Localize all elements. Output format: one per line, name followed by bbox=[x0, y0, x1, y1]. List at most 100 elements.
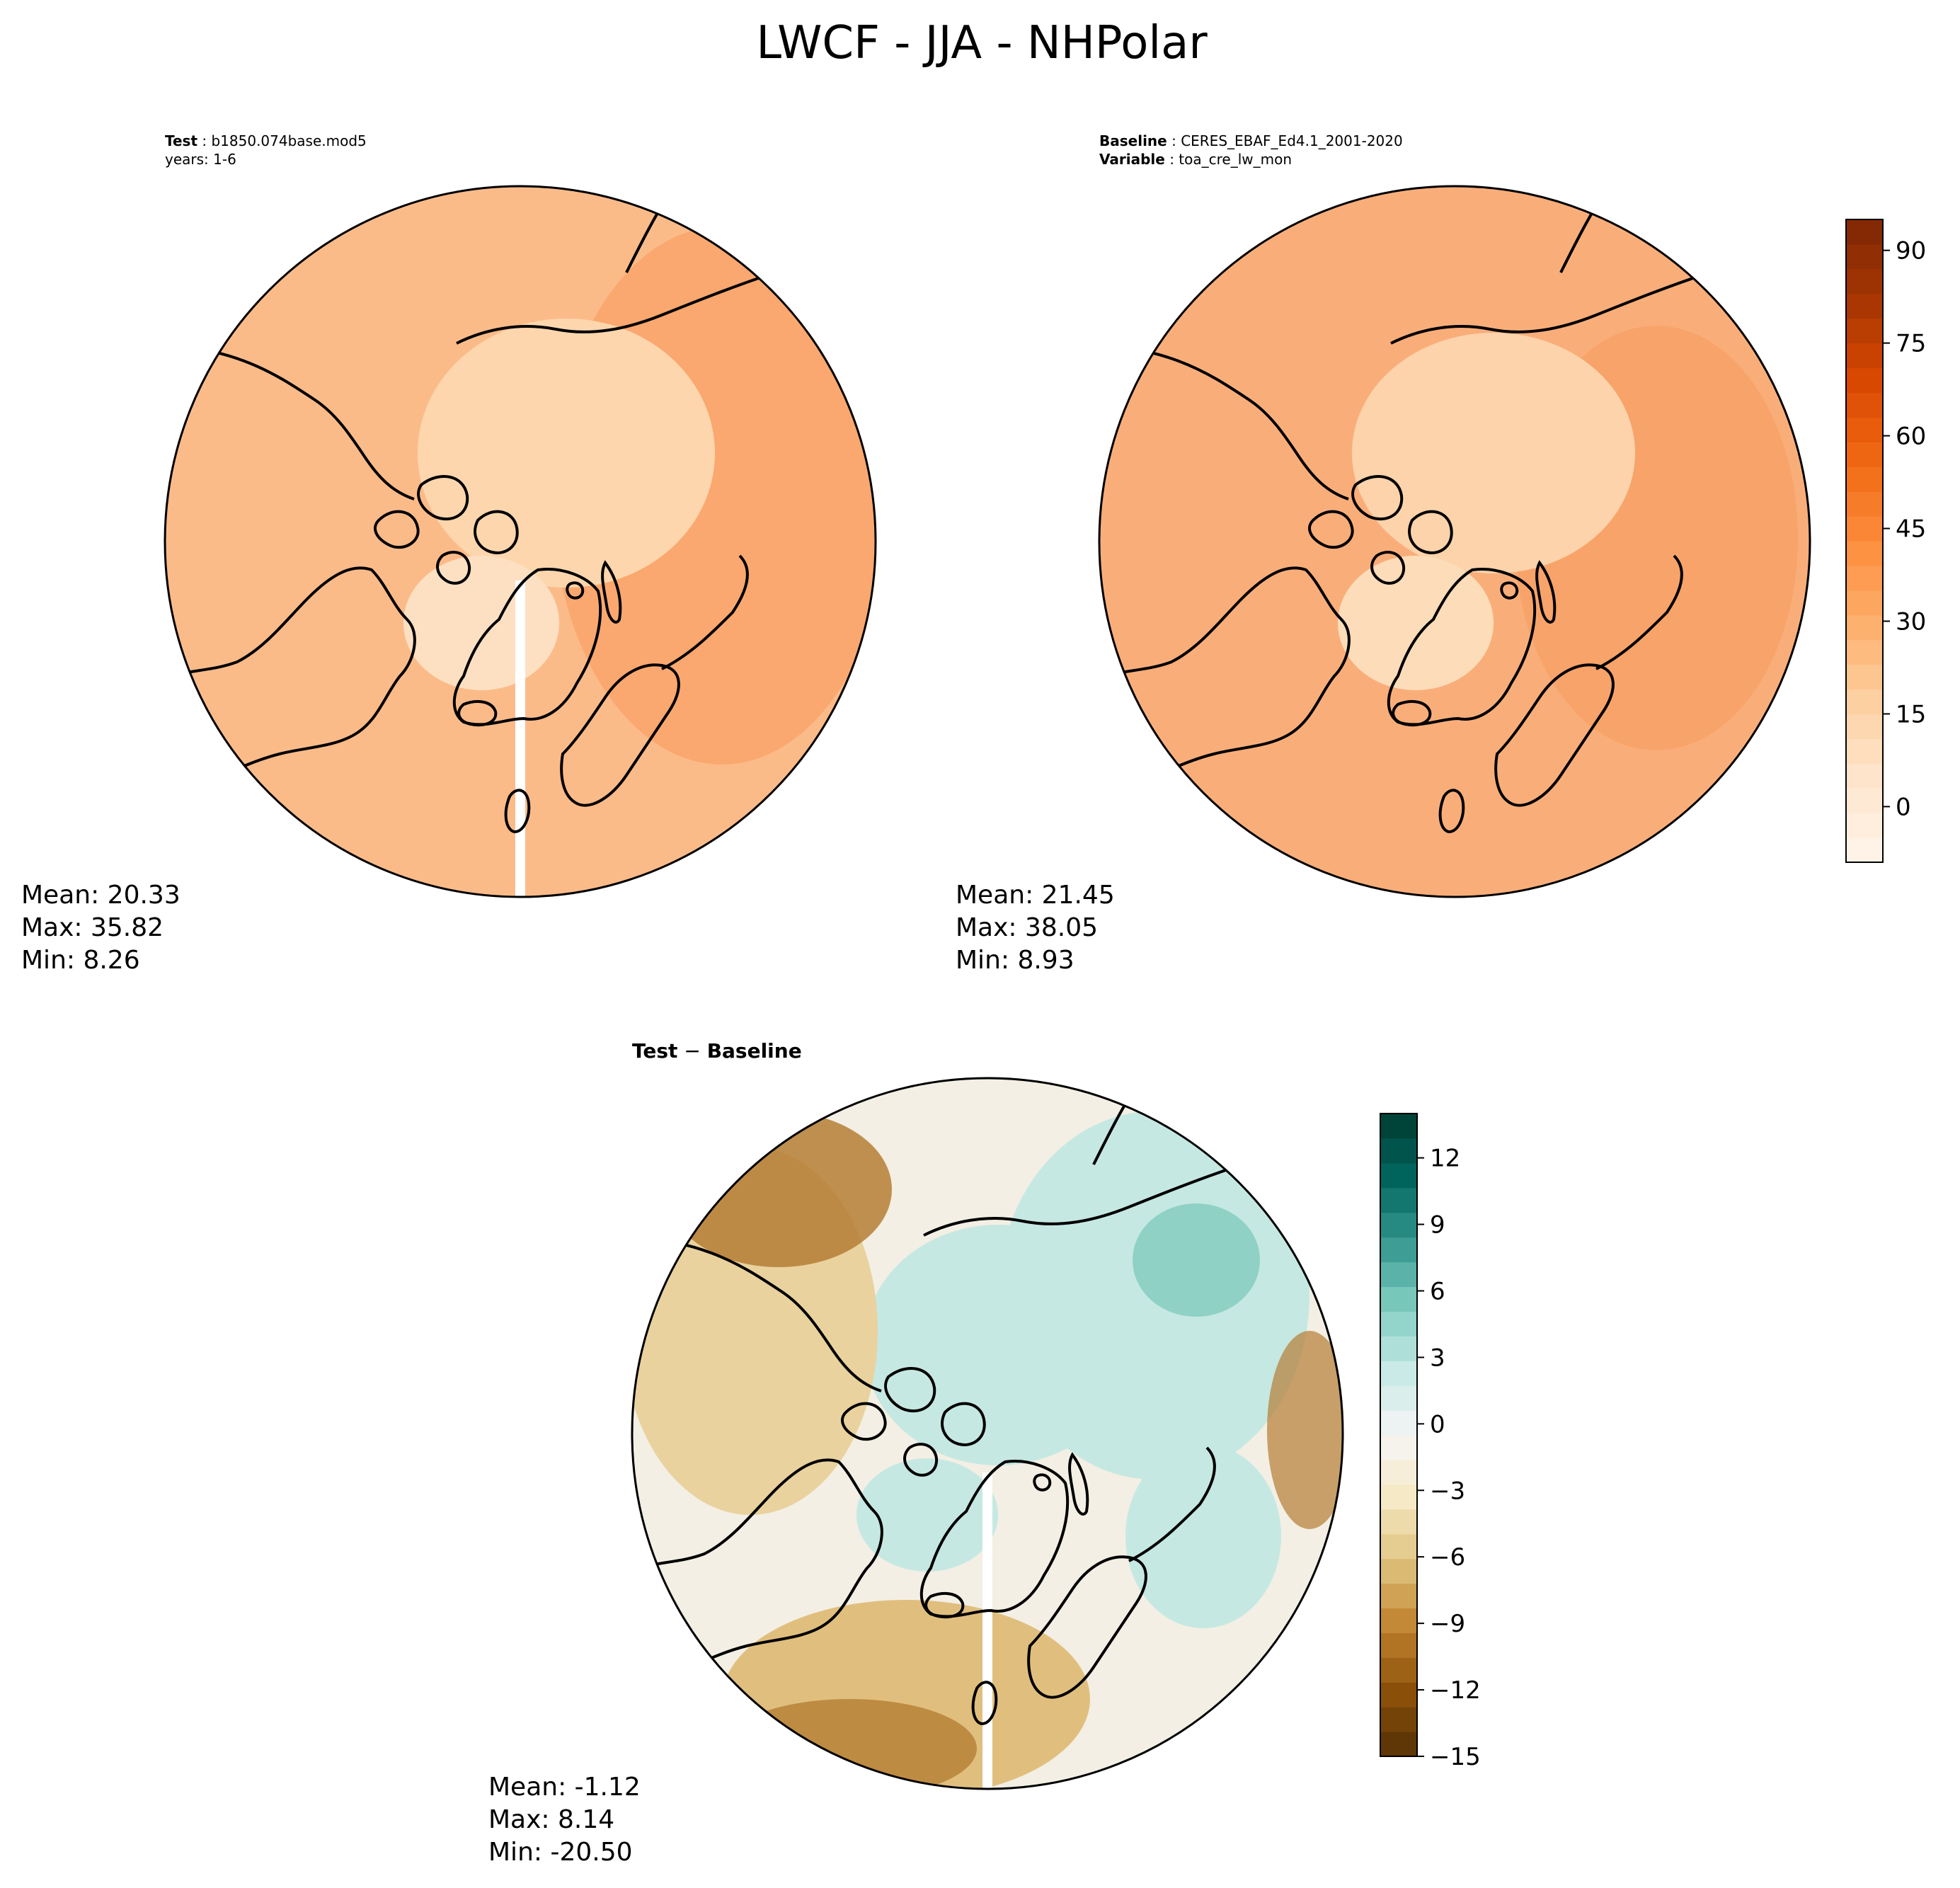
diff-colorbar-segment bbox=[1380, 1533, 1417, 1560]
diff-colorbar: 12 9 6 3 0 −3 −6 −9 −12 −15 bbox=[1380, 1113, 1481, 1771]
main-colorbar-segment bbox=[1846, 763, 1883, 789]
diff-colorbar-segment bbox=[1380, 1138, 1417, 1164]
figure-title: LWCF - JJA - NHPolar bbox=[756, 17, 1208, 69]
main-colorbar-segment bbox=[1846, 565, 1883, 591]
diff-colorbar-segment bbox=[1380, 1608, 1417, 1633]
diff-colorbar-tick-label: −12 bbox=[1430, 1676, 1481, 1705]
diff-colorbar-segment bbox=[1380, 1187, 1417, 1213]
main-colorbar-segment bbox=[1846, 541, 1883, 566]
diff-colorbar-segment bbox=[1380, 1385, 1417, 1411]
diff-map-border bbox=[631, 1077, 1344, 1790]
main-colorbar-segment bbox=[1846, 244, 1883, 270]
main-colorbar-segment bbox=[1846, 343, 1883, 369]
baseline-stat-mean: Mean: 21.45 bbox=[956, 881, 1115, 910]
main-colorbar-segment bbox=[1846, 689, 1883, 715]
test-stat-max: Max: 35.82 bbox=[21, 913, 164, 942]
main-colorbar-segment bbox=[1846, 614, 1883, 641]
main-colorbar-segment bbox=[1846, 219, 1883, 245]
test-data-gap bbox=[515, 580, 525, 897]
test-arctic-field bbox=[418, 319, 715, 588]
main-colorbar: 90 75 60 45 30 15 0 bbox=[1845, 219, 1926, 863]
diff-colorbar-tick-label: −6 bbox=[1430, 1543, 1465, 1572]
diff-colorbar-tick-label: 3 bbox=[1430, 1344, 1445, 1372]
main-colorbar-segment bbox=[1846, 813, 1883, 838]
main-colorbar-tick-label: 0 bbox=[1896, 793, 1911, 821]
diff-colorbar-tick-label: −9 bbox=[1430, 1610, 1465, 1638]
baseline-greenland-field bbox=[1338, 556, 1494, 690]
test-stat-mean: Mean: 20.33 bbox=[21, 881, 180, 910]
diff-stat-min: Min: -20.50 bbox=[488, 1838, 633, 1867]
diff-colorbar-tick-label: 6 bbox=[1430, 1277, 1445, 1305]
diff-colorbar-segment bbox=[1380, 1632, 1417, 1658]
diff-colorbar-segment bbox=[1380, 1509, 1417, 1535]
diff-teal-strong-northeast bbox=[1133, 1203, 1260, 1317]
diff-colorbar-segment bbox=[1380, 1657, 1417, 1683]
diff-colorbar-segment bbox=[1380, 1311, 1417, 1337]
diff-brown-field-northwest bbox=[665, 1111, 892, 1267]
main-colorbar-tick-label: 30 bbox=[1896, 608, 1926, 636]
test-header-line-2: years: 1-6 bbox=[165, 151, 236, 168]
main-colorbar-segment bbox=[1846, 318, 1883, 344]
diff-colorbar-segment bbox=[1380, 1558, 1417, 1584]
diff-teal-field-greenland bbox=[856, 1458, 998, 1572]
diff-colorbar-segment bbox=[1380, 1361, 1417, 1386]
diff-header: Test − Baseline bbox=[632, 1039, 802, 1063]
diff-colorbar-tick-label: 12 bbox=[1430, 1145, 1460, 1173]
diff-colorbar-segment bbox=[1380, 1336, 1417, 1361]
diff-panel: Test − Baseline Mean: -1.12 Max: 8.14 Mi… bbox=[488, 1039, 1344, 1867]
main-colorbar-ticks: 90 75 60 45 30 15 0 bbox=[1883, 237, 1926, 821]
main-colorbar-segment bbox=[1846, 467, 1883, 492]
diff-colorbar-frame bbox=[1380, 1113, 1418, 1757]
main-colorbar-segment bbox=[1846, 788, 1883, 813]
baseline-header-line-2: Variable : toa_cre_lw_mon bbox=[1099, 151, 1292, 168]
diff-colorbar-segment bbox=[1380, 1261, 1417, 1288]
diff-teal-field-east bbox=[1125, 1444, 1281, 1628]
diff-brown-field-east bbox=[1267, 1331, 1343, 1529]
main-colorbar-segment bbox=[1846, 392, 1883, 418]
main-colorbar-tick-label: 60 bbox=[1896, 423, 1926, 451]
diff-colorbar-ticks: 12 9 6 3 0 −3 −6 −9 −12 −15 bbox=[1417, 1145, 1481, 1771]
main-colorbar-segment bbox=[1846, 837, 1883, 863]
diff-colorbar-segment bbox=[1380, 1435, 1417, 1460]
diff-colorbar-segment bbox=[1380, 1212, 1417, 1238]
diff-colorbar-tick-label: 9 bbox=[1430, 1211, 1445, 1240]
test-header-line-1: Test : b1850.074base.mod5 bbox=[165, 132, 367, 149]
diff-colorbar-segment bbox=[1380, 1583, 1417, 1609]
main-colorbar-segment bbox=[1846, 639, 1883, 665]
test-map bbox=[165, 186, 876, 897]
main-colorbar-segment bbox=[1846, 293, 1883, 319]
baseline-stat-min: Min: 8.93 bbox=[956, 946, 1074, 975]
diff-stat-mean: Mean: -1.12 bbox=[488, 1773, 641, 1802]
main-colorbar-segment bbox=[1846, 417, 1883, 442]
main-colorbar-segment bbox=[1846, 590, 1883, 616]
diff-colorbar-tick-label: −3 bbox=[1430, 1477, 1465, 1505]
diff-colorbar-segment bbox=[1380, 1484, 1417, 1510]
main-colorbar-segment bbox=[1846, 367, 1883, 394]
diff-colorbar-segments bbox=[1380, 1114, 1417, 1757]
main-colorbar-segment bbox=[1846, 442, 1883, 467]
test-panel: Test : b1850.074base.mod5 years: 1-6 Mea… bbox=[21, 132, 877, 975]
diff-colorbar-segment bbox=[1380, 1732, 1417, 1757]
main-colorbar-segments bbox=[1846, 219, 1883, 863]
main-colorbar-tick-label: 15 bbox=[1896, 700, 1926, 728]
diff-colorbar-segment bbox=[1380, 1682, 1417, 1707]
diff-colorbar-segment bbox=[1380, 1459, 1417, 1485]
diff-data-gap bbox=[982, 1472, 992, 1789]
main-colorbar-segment bbox=[1846, 714, 1883, 739]
diff-colorbar-segment bbox=[1380, 1114, 1417, 1139]
main-colorbar-segment bbox=[1846, 664, 1883, 690]
diff-colorbar-tick-label: 0 bbox=[1430, 1410, 1445, 1438]
main-colorbar-tick-label: 45 bbox=[1896, 515, 1926, 544]
baseline-panel: Baseline : CERES_EBAF_Ed4.1_2001-2020 Va… bbox=[956, 132, 1811, 975]
diff-brown-field-south bbox=[722, 1699, 977, 1789]
test-map-border bbox=[164, 185, 877, 898]
main-colorbar-frame bbox=[1845, 219, 1884, 863]
baseline-stat-max: Max: 38.05 bbox=[956, 913, 1098, 942]
main-colorbar-segment bbox=[1846, 491, 1883, 517]
diff-colorbar-segment bbox=[1380, 1237, 1417, 1263]
diff-colorbar-tick-label: −15 bbox=[1430, 1743, 1481, 1771]
diff-stat-max: Max: 8.14 bbox=[488, 1805, 614, 1834]
test-greenland-field bbox=[403, 556, 559, 690]
diff-colorbar-segment bbox=[1380, 1410, 1417, 1436]
